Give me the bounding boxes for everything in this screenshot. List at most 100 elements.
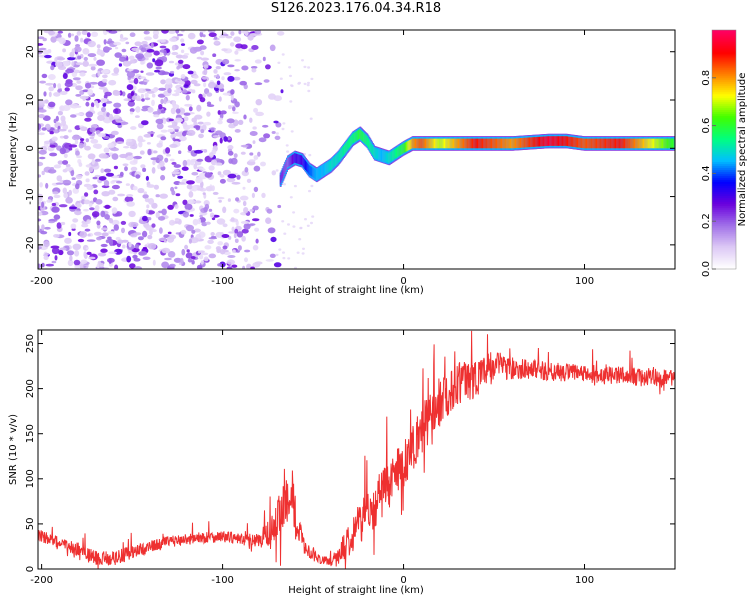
heatmap-cell bbox=[96, 59, 105, 66]
heatmap-cell bbox=[227, 64, 235, 68]
heatmap-cell bbox=[364, 134, 367, 145]
heatmap-cell bbox=[177, 59, 184, 64]
heatmap-cell bbox=[125, 152, 133, 156]
heatmap-cell bbox=[85, 82, 92, 89]
y-tick-label: 0 bbox=[25, 145, 36, 151]
colorbar-swatch bbox=[712, 217, 736, 220]
heatmap-cell bbox=[498, 138, 501, 149]
heatmap-cell bbox=[57, 110, 64, 116]
colorbar-swatch bbox=[712, 215, 736, 218]
heatmap-cell bbox=[252, 126, 257, 130]
heatmap-cell bbox=[83, 208, 89, 212]
colorbar-swatch bbox=[712, 47, 736, 51]
colorbar-swatch bbox=[712, 99, 736, 103]
heatmap-cell bbox=[303, 65, 307, 69]
colorbar-swatch bbox=[712, 243, 736, 246]
heatmap-cell bbox=[147, 243, 157, 250]
heatmap-cell bbox=[228, 235, 232, 240]
colorbar-swatch bbox=[712, 177, 736, 180]
heatmap-cell bbox=[129, 32, 136, 37]
heatmap-cell bbox=[120, 220, 127, 225]
heatmap-cell bbox=[253, 165, 261, 172]
heatmap-cell bbox=[116, 141, 124, 144]
heatmap-cell bbox=[233, 36, 242, 43]
heatmap-cell bbox=[293, 184, 297, 188]
heatmap-cell bbox=[180, 74, 186, 79]
colorbar-swatch bbox=[712, 207, 736, 210]
heatmap-cell bbox=[283, 232, 287, 235]
heatmap-cell bbox=[126, 71, 135, 78]
heatmap-cell bbox=[111, 207, 118, 214]
heatmap-cell bbox=[289, 100, 293, 103]
heatmap-cell bbox=[297, 82, 301, 85]
heatmap-cell bbox=[134, 107, 140, 111]
heatmap-cell bbox=[190, 160, 195, 166]
heatmap-cell bbox=[38, 246, 42, 250]
y-tick-label: -20 bbox=[25, 237, 36, 253]
heatmap-cell bbox=[187, 145, 193, 152]
heatmap-cell bbox=[143, 191, 147, 195]
colorbar-swatch bbox=[712, 193, 736, 196]
heatmap-cell bbox=[186, 180, 195, 185]
heatmap-cell bbox=[479, 138, 482, 149]
heatmap-cell bbox=[119, 153, 128, 159]
heatmap-cell bbox=[198, 168, 206, 171]
colorbar-swatch bbox=[712, 57, 736, 61]
colorbar-swatch bbox=[712, 249, 736, 252]
heatmap-cell bbox=[129, 145, 138, 150]
heatmap-cell bbox=[45, 263, 55, 267]
heatmap-cell bbox=[254, 59, 262, 64]
heatmap-cell bbox=[194, 200, 202, 204]
heatmap-cell bbox=[92, 143, 100, 149]
heatmap-cell bbox=[184, 103, 193, 107]
colorbar-swatch bbox=[712, 267, 736, 270]
heatmap-cell bbox=[201, 76, 208, 80]
heatmap-cell bbox=[160, 174, 166, 181]
heatmap-cell bbox=[202, 34, 206, 38]
colorbar-swatch bbox=[712, 83, 736, 87]
heatmap-cell bbox=[137, 139, 146, 143]
colorbar-swatch bbox=[712, 59, 736, 63]
heatmap-cell bbox=[545, 136, 548, 146]
heatmap-cell bbox=[168, 60, 175, 64]
heatmap-cell bbox=[204, 172, 212, 178]
heatmap-cell bbox=[92, 176, 98, 180]
heatmap-cell bbox=[122, 244, 126, 249]
heatmap-cell bbox=[112, 89, 119, 95]
heatmap-cell bbox=[186, 184, 193, 190]
heatmap-cell bbox=[216, 218, 226, 225]
heatmap-cell bbox=[142, 230, 148, 238]
heatmap-cell bbox=[69, 255, 73, 261]
colorbar-swatch bbox=[712, 151, 736, 154]
heatmap-cell bbox=[182, 211, 189, 218]
x-tick-label: -100 bbox=[211, 276, 234, 287]
heatmap-cell bbox=[103, 136, 110, 139]
heatmap-cell bbox=[43, 255, 49, 261]
heatmap-cell bbox=[401, 144, 404, 154]
heatmap-cell bbox=[228, 105, 232, 110]
heatmap-cell bbox=[110, 147, 119, 152]
colorbar-swatch bbox=[712, 63, 736, 67]
heatmap-cell bbox=[261, 192, 266, 198]
heatmap-cell bbox=[199, 254, 204, 260]
heatmap-cell bbox=[177, 78, 182, 81]
heatmap-cell bbox=[222, 206, 227, 214]
heatmap-cell bbox=[536, 136, 539, 147]
colorbar-swatch bbox=[712, 73, 736, 77]
colorbar-swatch bbox=[712, 255, 736, 258]
heatmap-cell bbox=[79, 72, 86, 77]
heatmap-cell bbox=[275, 169, 279, 172]
heatmap-cell bbox=[56, 57, 66, 61]
heatmap-cell bbox=[38, 263, 42, 269]
heatmap-cell bbox=[216, 73, 220, 80]
heatmap-cell bbox=[104, 214, 110, 220]
heatmap-cell bbox=[38, 174, 41, 178]
heatmap-cell bbox=[200, 57, 210, 61]
heatmap-cell bbox=[41, 73, 48, 79]
colorbar-swatch bbox=[712, 175, 736, 178]
colorbar-swatch bbox=[712, 145, 736, 149]
heatmap-cell bbox=[126, 84, 134, 91]
heatmap-cell bbox=[219, 174, 225, 178]
colorbar-swatch bbox=[712, 119, 736, 123]
heatmap-cell bbox=[151, 167, 156, 174]
